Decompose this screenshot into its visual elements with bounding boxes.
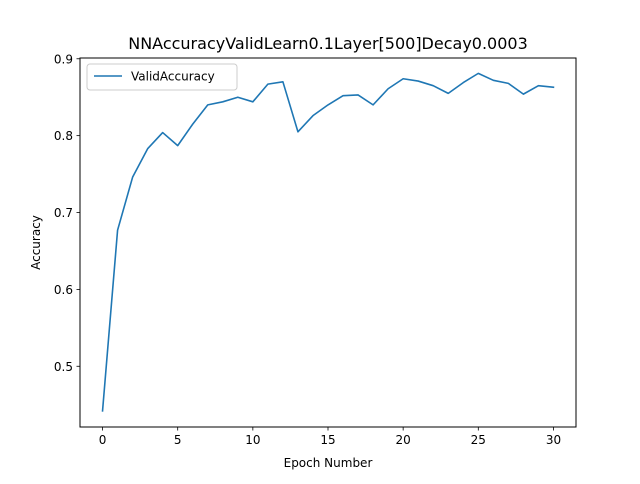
plot-frame	[79, 57, 577, 428]
data-point	[102, 410, 104, 412]
chart-title: NNAccuracyValidLearn0.1Layer[500]Decay0.…	[128, 34, 528, 53]
data-point	[417, 80, 419, 82]
data-point	[387, 88, 389, 90]
data-point	[342, 95, 344, 97]
data-point	[447, 93, 449, 95]
data-point	[432, 85, 434, 87]
y-tick-label: 0.5	[54, 360, 73, 374]
data-point	[493, 79, 495, 81]
data-point	[117, 229, 119, 231]
x-axis-label: Epoch Number	[284, 456, 373, 470]
x-tick-label: 10	[245, 433, 260, 447]
y-axis-label: Accuracy	[29, 215, 43, 270]
x-tick-label: 5	[174, 433, 182, 447]
data-point	[252, 101, 254, 103]
x-tick-label: 30	[546, 433, 561, 447]
data-point	[267, 83, 269, 85]
data-point	[478, 73, 480, 75]
data-point	[147, 148, 149, 150]
legend: ValidAccuracy	[86, 63, 238, 91]
legend-entry-label: ValidAccuracy	[131, 70, 215, 84]
data-point	[462, 82, 464, 84]
data-point	[357, 94, 359, 96]
legend-box	[86, 63, 238, 91]
data-point	[162, 132, 164, 134]
x-tick-label: 15	[320, 433, 335, 447]
y-tick-label: 0.8	[54, 129, 73, 143]
data-point	[538, 85, 540, 87]
data-point	[508, 83, 510, 85]
data-point	[312, 115, 314, 117]
data-point	[523, 93, 525, 95]
data-point	[402, 78, 404, 80]
y-tick-label: 0.7	[54, 206, 73, 220]
data-point	[553, 86, 555, 88]
series-line-0	[101, 72, 555, 412]
data-point	[222, 101, 224, 103]
y-tick-label: 0.9	[54, 52, 73, 66]
data-point	[327, 104, 329, 106]
x-tick-label: 25	[471, 433, 486, 447]
plot-area	[101, 72, 555, 412]
axis-ticks: 0 5 10 15 20 25 30 0.5 0.6 0.7 0.8 0.9	[54, 52, 561, 447]
data-point	[207, 104, 209, 106]
x-tick-label: 0	[99, 433, 107, 447]
data-point	[372, 104, 374, 106]
y-tick-label: 0.6	[54, 283, 73, 297]
data-point	[132, 176, 134, 178]
data-point	[297, 131, 299, 133]
x-tick-label: 20	[396, 433, 411, 447]
data-point	[237, 96, 239, 98]
data-point	[177, 145, 179, 147]
data-point	[192, 123, 194, 125]
data-point	[282, 81, 284, 83]
